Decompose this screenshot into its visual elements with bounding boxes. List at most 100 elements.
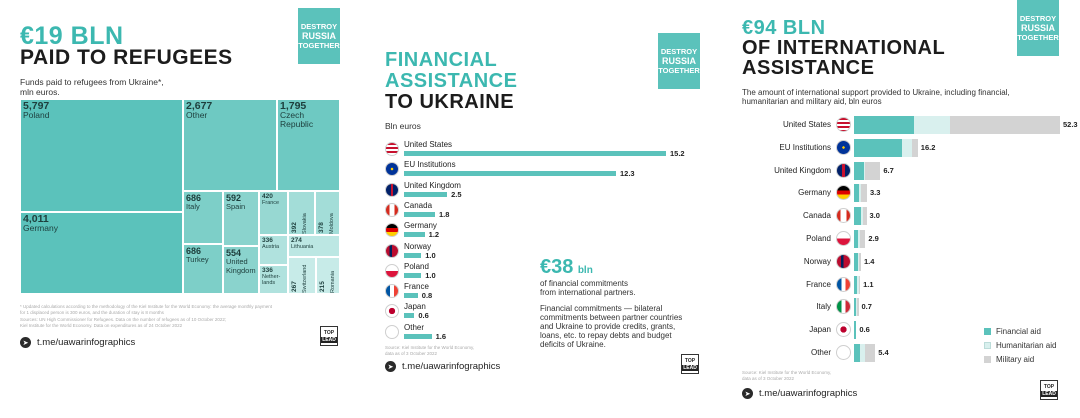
fa-bar (404, 191, 448, 197)
treemap-cell-austria: 336 Austria (259, 235, 288, 265)
ia-category-label: Norway (803, 256, 831, 266)
ia-segment-financial (854, 161, 864, 180)
ia-row: Germany 3.3 (742, 184, 1062, 204)
treemap-cell-netherlands: 336 Nether-lands (259, 265, 288, 294)
support-caption: The amount of international support prov… (742, 88, 1010, 106)
flag-icon (836, 185, 851, 201)
ia-category-label: Japan (809, 325, 831, 335)
ia-segment-humanitarian (913, 116, 951, 134)
fa-bar (404, 293, 418, 299)
ia-segment-military (857, 298, 859, 317)
legend-swatch (984, 328, 991, 335)
ia-total-label: 3.3 (869, 188, 881, 198)
ia-category-label: United Kingdom (774, 165, 831, 175)
headline-line3: TO UKRAINE (385, 91, 515, 113)
refugees-panel: €19 BLN PAID TO REFUGEES DESTROY RUSSIA … (0, 0, 353, 418)
headline-line3: ASSISTANCE (742, 57, 875, 79)
ia-segment-humanitarian (857, 252, 860, 271)
flag-icon (385, 182, 399, 197)
international-assistance-panel: €94 BLN OF INTERNATIONAL ASSISTANCE DEST… (720, 0, 1080, 418)
footnote: * Updated calculations according to the … (20, 304, 273, 328)
ia-segment-humanitarian (902, 138, 913, 157)
treemap-cell-switzerland: 267 Switzerland (288, 257, 316, 294)
telegram-link[interactable]: ➤ t.me/uawarinfographics (20, 337, 135, 348)
flag-icon (385, 142, 399, 156)
ia-total-label: 0.7 (861, 302, 872, 312)
fa-value-label: 1.0 (425, 250, 436, 260)
fa-value-label: 15.2 (670, 149, 685, 158)
treemap-cell-slovakia: 392 Slovakia (288, 191, 315, 235)
ia-total-label: 5.4 (878, 348, 889, 357)
ia-category-label: Germany (798, 188, 831, 198)
fa-bar (404, 272, 422, 278)
ia-segment-financial (854, 344, 861, 362)
ia-segment-humanitarian (857, 230, 860, 248)
top-lead-logo: TOP LEAD (320, 326, 338, 346)
fa-category-label: France (404, 282, 429, 292)
ia-row: Italy 0.7 (742, 298, 1062, 318)
headline-line1: €94 BLN (742, 17, 826, 39)
ia-segment-financial (854, 321, 857, 340)
ia-row: United Kingdom 6.7 (742, 161, 1062, 182)
fa-category-label: United States (404, 140, 453, 149)
flag-icon (836, 208, 851, 224)
fa-value-label: 12.3 (620, 169, 635, 179)
fa-row: Poland 1.0 (385, 262, 705, 282)
fa-bar (404, 313, 415, 319)
flag-icon (836, 139, 851, 155)
ia-total-label: 1.4 (863, 256, 875, 266)
top-lead-logo: TOP LEAD (681, 354, 699, 374)
fa-category-label: United Kingdom (404, 180, 461, 190)
flag-icon (385, 324, 399, 339)
destroy-russia-badge: DESTROY RUSSIA TOGETHER (298, 8, 340, 64)
flag-icon (836, 162, 851, 178)
flag-icon (385, 202, 399, 217)
treemap-cell-spain: 592 Spain (223, 191, 259, 246)
flag-icon (836, 345, 851, 360)
flag-icon (385, 243, 399, 258)
fa-category-label: Canada (404, 200, 433, 210)
ia-row: Canada 3.0 (742, 207, 1062, 227)
ia-segment-military (859, 230, 866, 248)
ia-segment-humanitarian (855, 298, 857, 317)
treemap-cell-moldova: 378 Moldova (315, 191, 340, 235)
financial-assistance-panel: FINANCIAL ASSISTANCE TO UKRAINE DESTROY R… (363, 0, 708, 418)
ia-category-label: France (806, 279, 831, 289)
telegram-link[interactable]: ➤ t.me/uawarinfographics (385, 361, 500, 372)
fa-bar (404, 252, 422, 258)
treemap-cell-turkey: 686 Turkey (183, 244, 223, 294)
telegram-link[interactable]: ➤ t.me/uawarinfographics (742, 388, 857, 399)
ia-segment-military (950, 116, 1060, 134)
flag-icon (385, 162, 399, 177)
treemap-cell-france: 420 France (259, 191, 288, 235)
fa-category-label: EU Institutions (404, 160, 456, 170)
telegram-icon: ➤ (385, 361, 396, 372)
legend-humanitarian: Humanitarian aid (984, 341, 1056, 350)
treemap-cell-germany: 4,011 Germany (20, 212, 183, 294)
ia-total-label: 52.3 (1063, 120, 1078, 129)
ia-category-label: EU Institutions (779, 142, 831, 152)
ia-category-label: Italy (816, 302, 831, 312)
ia-total-label: 6.7 (883, 165, 894, 175)
telegram-icon: ➤ (742, 388, 753, 399)
ia-category-label: Canada (802, 211, 831, 221)
ia-segment-humanitarian (861, 207, 863, 226)
headline-line1: FINANCIAL (385, 49, 498, 71)
fa-value-label: 0.6 (418, 311, 429, 321)
fa-row: Canada 1.8 (385, 201, 705, 221)
ia-row: Norway 1.4 (742, 252, 1062, 273)
ia-segment-military (859, 252, 861, 271)
fa-row: Germany 1.2 (385, 221, 705, 241)
ia-segment-financial (854, 116, 914, 134)
fa-row: Other 1.6 (385, 323, 705, 343)
fa-category-label: Japan (404, 302, 426, 312)
ia-row: Other 5.4 (742, 344, 1062, 364)
flag-icon (385, 263, 399, 278)
legend-military: Military aid (984, 355, 1034, 364)
flag-icon (836, 276, 851, 292)
ia-segment-financial (854, 230, 858, 248)
headline-amount: €19 BLN (20, 22, 124, 50)
ia-segment-financial (854, 252, 858, 271)
fa-value-label: 1.6 (435, 331, 447, 341)
ia-segment-military (861, 184, 867, 203)
